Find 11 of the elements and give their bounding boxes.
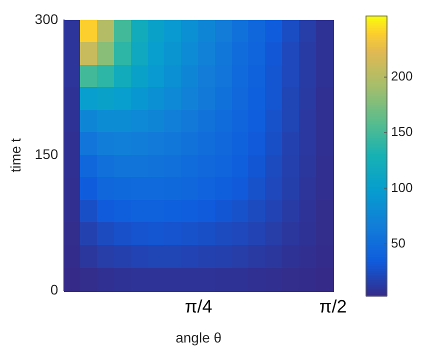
y-tick-label: 150	[34, 146, 58, 162]
x-tick-label: π/4	[184, 296, 212, 316]
color-bar-label: 50	[391, 235, 406, 250]
y-tick-label: 0	[50, 281, 58, 298]
y-axis-title: time t	[7, 138, 24, 172]
color-bar-label: 200	[391, 68, 413, 84]
color-bar-label: 100	[391, 180, 413, 195]
color-bar-label: 150	[391, 124, 413, 140]
y-tick-label: 300	[34, 10, 58, 27]
x-tick-label: π/2	[319, 296, 347, 316]
x-axis-title: angle θ	[176, 329, 222, 346]
